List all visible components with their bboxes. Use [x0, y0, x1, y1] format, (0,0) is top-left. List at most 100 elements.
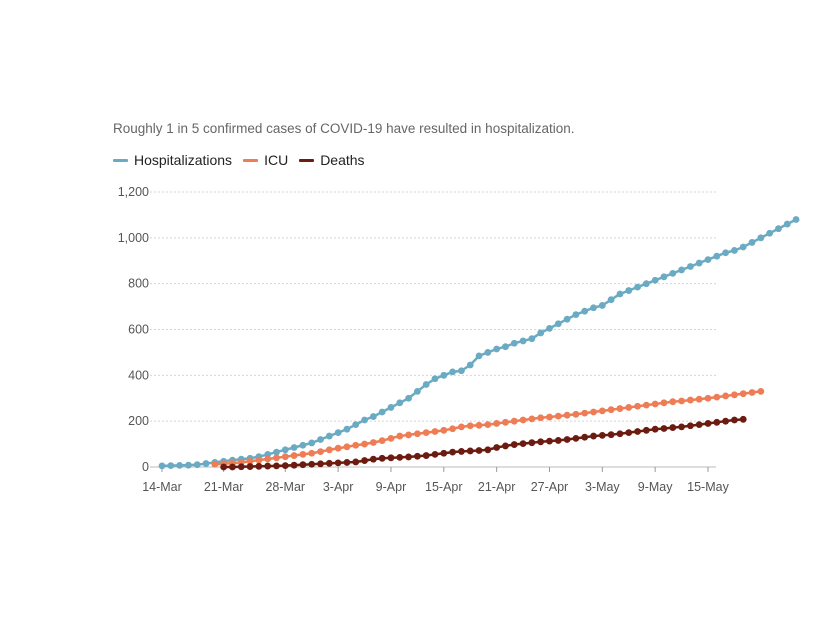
data-point-hospitalizations — [739, 243, 747, 251]
legend-label-icu: ICU — [264, 152, 289, 168]
data-point-hospitalizations — [413, 387, 421, 395]
data-point-icu — [581, 409, 589, 417]
data-point-icu — [431, 428, 439, 435]
x-tick-label: 14-Mar — [142, 480, 182, 494]
data-point-deaths — [651, 425, 659, 433]
data-point-deaths — [466, 447, 474, 455]
data-point-hospitalizations — [387, 404, 395, 411]
data-point-hospitalizations — [352, 421, 360, 428]
data-point-hospitalizations — [607, 296, 615, 304]
data-point-icu — [748, 389, 756, 396]
data-point-hospitalizations — [299, 441, 307, 449]
data-point-deaths — [625, 429, 633, 437]
data-point-icu — [422, 429, 430, 437]
data-point-deaths — [493, 444, 501, 451]
data-point-deaths — [502, 442, 509, 450]
y-tick-label: 800 — [128, 277, 149, 291]
data-point-deaths — [422, 452, 430, 459]
data-point-icu — [493, 420, 501, 427]
data-point-icu — [713, 393, 721, 401]
data-point-icu — [290, 452, 298, 459]
data-point-icu — [731, 391, 738, 399]
x-tick-label: 3-Apr — [323, 480, 354, 494]
data-point-icu — [475, 421, 483, 429]
data-point-hospitalizations — [581, 307, 589, 315]
data-point-hospitalizations — [167, 462, 175, 470]
data-point-icu — [722, 392, 730, 400]
data-point-hospitalizations — [634, 283, 641, 291]
data-point-deaths — [431, 451, 439, 458]
data-point-hospitalizations — [334, 429, 342, 437]
data-point-deaths — [642, 426, 650, 434]
x-tick-label: 15-Apr — [425, 480, 463, 494]
data-point-hospitalizations — [528, 335, 536, 343]
legend-label-hospitalizations: Hospitalizations — [134, 152, 233, 168]
data-point-icu — [484, 421, 492, 428]
data-point-icu — [343, 443, 351, 451]
legend-item-hospitalizations: Hospitalizations — [113, 152, 232, 168]
legend-item-deaths: Deaths — [299, 152, 365, 168]
data-point-icu — [299, 451, 307, 458]
data-point-icu — [528, 415, 536, 423]
y-tick-label: 400 — [128, 368, 149, 382]
data-point-icu — [607, 406, 615, 414]
data-point-hospitalizations — [273, 448, 280, 456]
chart-legend: Hospitalizations ICU Deaths — [113, 152, 376, 168]
data-point-icu — [281, 453, 289, 461]
data-point-deaths — [369, 455, 377, 463]
data-point-hospitalizations — [678, 266, 685, 274]
data-point-icu — [308, 449, 316, 457]
data-point-deaths — [273, 462, 280, 470]
data-point-hospitalizations — [546, 324, 553, 332]
data-point-icu — [387, 434, 395, 442]
data-point-deaths — [449, 448, 457, 456]
data-point-icu — [590, 408, 597, 416]
data-point-icu — [264, 455, 272, 463]
x-tick-label: 28-Mar — [265, 480, 305, 494]
data-point-hospitalizations — [502, 343, 509, 351]
data-point-deaths — [660, 425, 668, 432]
data-point-deaths — [713, 418, 721, 426]
data-point-deaths — [510, 441, 518, 448]
data-point-icu — [317, 448, 324, 456]
data-point-icu — [458, 423, 465, 431]
y-tick-label: 1,200 — [118, 185, 149, 199]
data-point-deaths — [484, 446, 492, 454]
data-point-icu — [352, 441, 360, 449]
data-point-icu — [651, 400, 659, 408]
data-point-hospitalizations — [158, 462, 166, 470]
data-point-hospitalizations — [590, 304, 597, 312]
data-point-deaths — [546, 437, 553, 445]
data-point-deaths — [220, 463, 228, 471]
data-point-hospitalizations — [669, 269, 677, 277]
data-point-icu — [634, 402, 641, 410]
data-point-hospitalizations — [290, 444, 298, 451]
data-point-deaths — [308, 460, 316, 468]
data-point-hospitalizations — [422, 381, 430, 388]
data-point-hospitalizations — [176, 462, 184, 469]
data-point-deaths — [695, 421, 703, 428]
data-point-deaths — [528, 439, 536, 447]
data-point-icu — [572, 410, 580, 418]
data-point-deaths — [378, 454, 386, 462]
x-tick-label: 15-May — [687, 480, 729, 494]
data-point-hospitalizations — [378, 408, 386, 416]
x-tick-label: 21-Apr — [478, 480, 516, 494]
data-point-hospitalizations — [317, 436, 324, 443]
data-point-hospitalizations — [537, 329, 545, 337]
data-point-hospitalizations — [325, 432, 333, 440]
data-point-hospitalizations — [308, 439, 316, 447]
data-point-icu — [642, 401, 650, 409]
data-point-icu — [502, 418, 509, 426]
legend-swatch-icu — [243, 158, 259, 162]
x-tick-label: 9-May — [638, 480, 673, 494]
data-point-deaths — [387, 454, 395, 462]
data-point-deaths — [237, 463, 245, 471]
data-point-icu — [695, 395, 703, 403]
x-tick-label: 9-Apr — [376, 480, 407, 494]
data-point-icu — [537, 414, 545, 422]
data-point-deaths — [581, 433, 589, 441]
data-point-deaths — [634, 428, 641, 435]
data-point-deaths — [255, 462, 263, 470]
